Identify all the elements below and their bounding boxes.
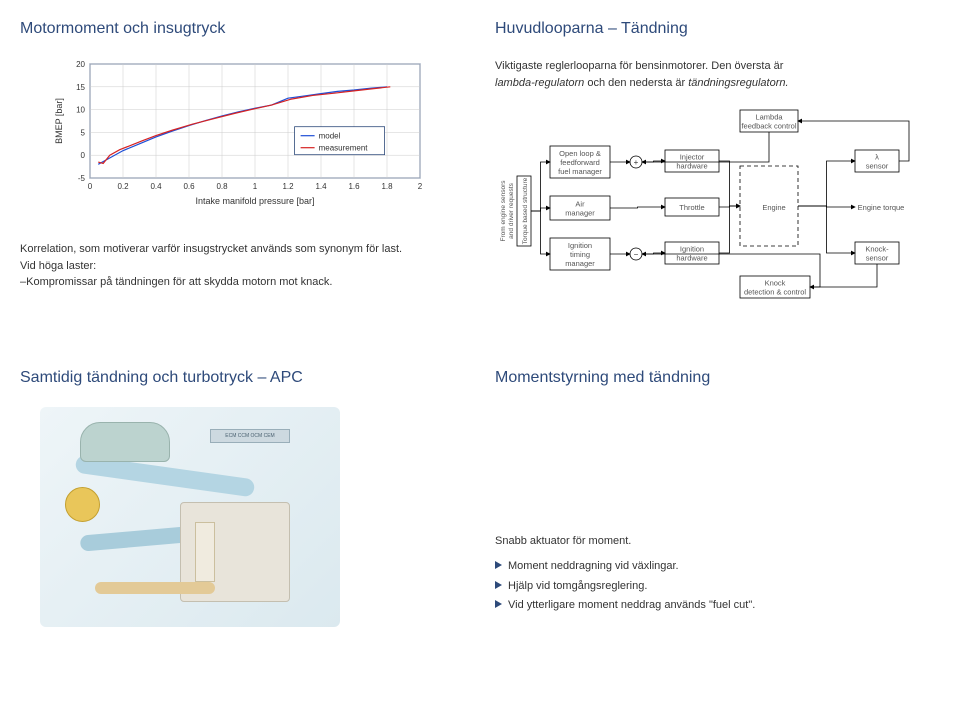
section_br_title: Momentstyrning med tändning	[495, 369, 940, 387]
svg-text:feedforward: feedforward	[560, 158, 600, 167]
svg-text:+: +	[634, 158, 639, 167]
svg-text:Open loop &: Open loop &	[559, 149, 601, 158]
svg-text:Engine: Engine	[762, 203, 785, 212]
section-title: Samtidig tändning och turbotryck – APC	[20, 369, 465, 387]
svg-text:measurement: measurement	[319, 144, 369, 153]
svg-text:1: 1	[253, 182, 258, 191]
bullet-text: Hjälp vid tomgångsreglering.	[508, 577, 647, 597]
section-torque-control: Momentstyrning med tändning Snabb aktuat…	[495, 369, 940, 627]
svg-text:5: 5	[81, 128, 86, 137]
svg-text:0: 0	[81, 151, 86, 160]
bullet-item: Vid ytterligare moment neddrag används "…	[495, 596, 940, 616]
svg-text:fuel manager: fuel manager	[558, 167, 602, 176]
caption-line: Korrelation, som motiverar varför insugs…	[20, 243, 402, 255]
svg-text:0.2: 0.2	[117, 182, 129, 191]
svg-text:1.6: 1.6	[348, 182, 360, 191]
svg-text:Knock: Knock	[765, 279, 786, 288]
svg-text:Injector: Injector	[680, 153, 705, 162]
svg-text:Throttle: Throttle	[679, 203, 704, 212]
bullet-text: Moment neddragning vid växlingar.	[508, 557, 679, 577]
svg-text:hardware: hardware	[676, 254, 707, 263]
svg-text:Knock-: Knock-	[865, 245, 889, 254]
section-apc: Samtidig tändning och turbotryck – APC E…	[20, 369, 465, 627]
bullet-item: Moment neddragning vid växlingar.	[495, 557, 940, 577]
bullet-icon	[495, 600, 502, 608]
svg-text:feedback control: feedback control	[741, 122, 796, 131]
svg-text:0.6: 0.6	[183, 182, 195, 191]
intro-text: Viktigaste reglerlooparna för bensinmoto…	[495, 58, 940, 91]
svg-text:λ: λ	[875, 153, 879, 162]
svg-text:0: 0	[88, 182, 93, 191]
bmep-chart: 00.20.40.60.811.21.41.61.82-505101520mod…	[50, 58, 465, 231]
svg-text:and driver requests: and driver requests	[508, 182, 515, 238]
svg-text:sensor: sensor	[866, 162, 889, 171]
svg-text:timing: timing	[570, 250, 590, 259]
svg-text:10: 10	[76, 106, 85, 115]
svg-text:2: 2	[418, 182, 423, 191]
svg-text:manager: manager	[565, 209, 595, 218]
svg-text:-5: -5	[78, 174, 86, 183]
caption-line: Vid höga laster:	[20, 260, 96, 272]
svg-text:sensor: sensor	[866, 254, 889, 263]
svg-text:20: 20	[76, 60, 85, 69]
section-title: Huvudlooparna – Tändning	[495, 20, 940, 38]
svg-text:Air: Air	[575, 200, 585, 209]
svg-text:1.4: 1.4	[315, 182, 327, 191]
svg-text:BMEP [bar]: BMEP [bar]	[54, 98, 64, 144]
control-loop-diagram: From engine sensorsand driver requests To…	[495, 106, 915, 309]
svg-text:hardware: hardware	[676, 162, 707, 171]
bullet-icon	[495, 581, 502, 589]
svg-text:Ignition: Ignition	[568, 241, 592, 250]
svg-text:1.2: 1.2	[282, 182, 294, 191]
svg-text:15: 15	[76, 83, 85, 92]
svg-text:detection & control: detection & control	[744, 288, 806, 297]
section-torque-intake: Motormoment och insugtryck 0 0.2 0.4 0.6 0.8…	[20, 20, 465, 309]
bullet-lead: Snabb aktuator för moment.	[495, 532, 940, 552]
svg-text:0.4: 0.4	[150, 182, 162, 191]
engine-illustration: ECM CCM OCM CEM	[40, 407, 340, 627]
chart-caption: Korrelation, som motiverar varför insugs…	[20, 241, 440, 291]
svg-text:Lambda: Lambda	[755, 113, 783, 122]
svg-text:manager: manager	[565, 259, 595, 268]
svg-text:From engine sensors: From engine sensors	[500, 180, 507, 242]
svg-text:model: model	[319, 132, 341, 141]
svg-text:0.8: 0.8	[216, 182, 228, 191]
ecu-label: ECM CCM OCM CEM	[210, 429, 290, 443]
bullet-icon	[495, 561, 502, 569]
caption-line: –Kompromissar på tändningen för att skyd…	[20, 276, 332, 288]
svg-text:Engine torque: Engine torque	[858, 203, 905, 212]
svg-text:−: −	[634, 250, 639, 259]
bullet-text: Vid ytterligare moment neddrag används "…	[508, 596, 755, 616]
bullet-item: Hjälp vid tomgångsreglering.	[495, 577, 940, 597]
svg-text:Torque based structure: Torque based structure	[522, 177, 529, 244]
svg-text:Intake manifold pressure [bar]: Intake manifold pressure [bar]	[195, 196, 314, 206]
bullet-block: Snabb aktuator för moment. Moment neddra…	[495, 532, 940, 616]
svg-text:1.8: 1.8	[381, 182, 393, 191]
svg-text:Ignition: Ignition	[680, 245, 704, 254]
section-title: Motormoment och insugtryck	[20, 20, 465, 38]
section-main-loops: Huvudlooparna – Tändning Viktigaste regl…	[495, 20, 940, 309]
